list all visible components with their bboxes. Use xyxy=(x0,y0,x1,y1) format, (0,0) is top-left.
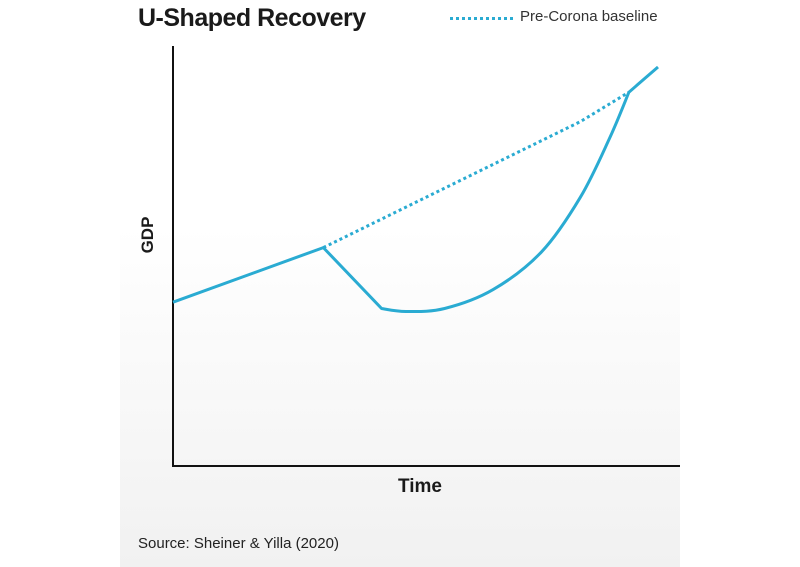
y-axis-label: GDP xyxy=(138,216,157,254)
chart-background xyxy=(120,0,680,567)
baseline-series-line xyxy=(322,90,630,249)
series-layer xyxy=(172,65,659,313)
legend-dotted-line xyxy=(450,17,513,20)
legend-label-baseline: Pre-Corona baseline xyxy=(520,8,658,25)
gdp-series-line xyxy=(172,65,659,313)
source-note: Source: Sheiner & Yilla (2020) xyxy=(138,535,339,552)
x-axis-label: Time xyxy=(397,476,442,497)
chart-title: U-Shaped Recovery xyxy=(138,4,366,32)
